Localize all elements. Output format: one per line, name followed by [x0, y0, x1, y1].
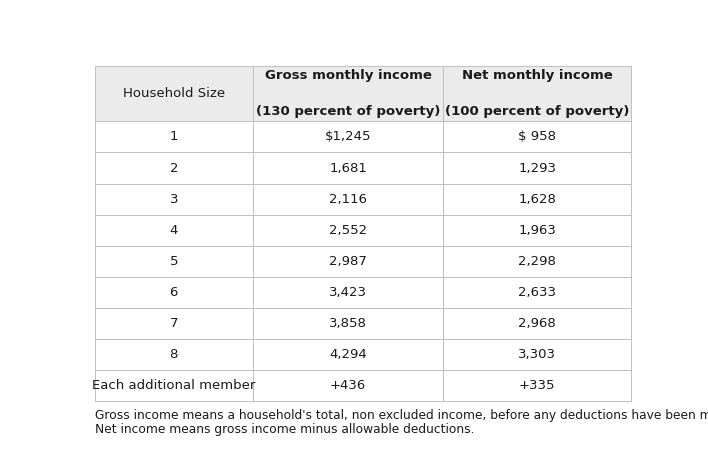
Text: +436: +436 — [330, 379, 366, 392]
Bar — [253, 339, 443, 370]
Bar — [443, 152, 631, 184]
Bar — [95, 122, 253, 152]
Bar — [253, 308, 443, 339]
Bar — [253, 245, 443, 277]
Bar — [253, 277, 443, 308]
Text: $1,245: $1,245 — [325, 131, 372, 143]
Text: Gross monthly income

(130 percent of poverty): Gross monthly income (130 percent of pov… — [256, 69, 440, 118]
Text: 2,298: 2,298 — [518, 254, 556, 268]
Bar — [95, 184, 253, 215]
Text: Gross income means a household's total, non excluded income, before any deductio: Gross income means a household's total, … — [95, 409, 708, 421]
Text: Each additional member: Each additional member — [92, 379, 256, 392]
Text: 2,633: 2,633 — [518, 286, 556, 299]
Text: 1: 1 — [169, 131, 178, 143]
Text: 3: 3 — [169, 193, 178, 206]
Bar — [95, 277, 253, 308]
Text: 2,968: 2,968 — [518, 317, 556, 330]
Bar — [95, 370, 253, 401]
Bar — [253, 122, 443, 152]
Bar — [443, 122, 631, 152]
Text: Net income means gross income minus allowable deductions.: Net income means gross income minus allo… — [95, 423, 474, 436]
Bar — [443, 370, 631, 401]
Bar — [95, 308, 253, 339]
Text: 5: 5 — [169, 254, 178, 268]
Text: 7: 7 — [169, 317, 178, 330]
Bar — [443, 277, 631, 308]
Text: Net monthly income

(100 percent of poverty): Net monthly income (100 percent of pover… — [445, 69, 629, 118]
Bar — [95, 152, 253, 184]
Bar — [443, 66, 631, 122]
Bar — [443, 215, 631, 245]
Text: 2,987: 2,987 — [329, 254, 367, 268]
Text: 1,681: 1,681 — [329, 161, 367, 175]
Text: +335: +335 — [519, 379, 555, 392]
Text: 2,116: 2,116 — [329, 193, 367, 206]
Bar — [95, 339, 253, 370]
Text: 1,963: 1,963 — [518, 224, 556, 236]
Text: 3,303: 3,303 — [518, 348, 556, 361]
Text: 4: 4 — [170, 224, 178, 236]
Bar — [253, 184, 443, 215]
Bar — [443, 184, 631, 215]
Text: 2: 2 — [169, 161, 178, 175]
Text: $ 958: $ 958 — [518, 131, 556, 143]
Bar — [443, 308, 631, 339]
Text: 3,858: 3,858 — [329, 317, 367, 330]
Text: 2,552: 2,552 — [329, 224, 367, 236]
Bar — [253, 152, 443, 184]
Bar — [95, 215, 253, 245]
Text: 6: 6 — [170, 286, 178, 299]
Bar — [253, 215, 443, 245]
Bar — [253, 66, 443, 122]
Text: Household Size: Household Size — [122, 87, 225, 100]
Text: 4,294: 4,294 — [329, 348, 367, 361]
Bar — [443, 245, 631, 277]
Text: 1,293: 1,293 — [518, 161, 556, 175]
Bar — [95, 245, 253, 277]
Bar — [443, 339, 631, 370]
Bar — [253, 370, 443, 401]
Text: 3,423: 3,423 — [329, 286, 367, 299]
Text: 8: 8 — [170, 348, 178, 361]
Text: 1,628: 1,628 — [518, 193, 556, 206]
Bar — [95, 66, 253, 122]
